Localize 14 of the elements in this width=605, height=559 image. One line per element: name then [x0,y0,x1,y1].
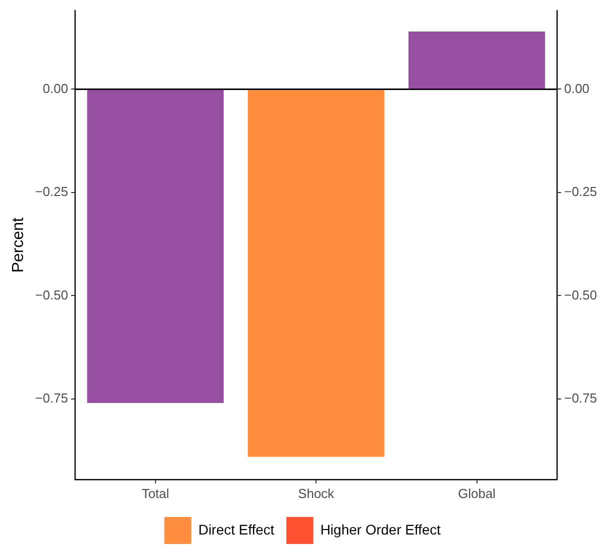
legend-label: Higher Order Effect [320,521,441,538]
y2-tick-label: 0.00 [564,80,590,96]
y-tick-label: −0.75 [35,390,68,406]
y-axis-title: Percent [10,216,28,273]
y-tick-label: −0.50 [35,287,68,302]
x-tick-label: Shock [298,486,335,501]
x-tick-label: Global [458,486,496,501]
legend-label: Direct Effect [198,521,274,538]
x-tick-label: Total [142,486,170,501]
y2-tick-label: −0.25 [564,184,598,200]
y-tick-label: 0.00 [42,80,68,96]
y2-tick-label: −0.50 [564,287,598,302]
y2-tick-label: −0.75 [564,390,598,406]
y-tick-label: −0.25 [35,184,68,200]
